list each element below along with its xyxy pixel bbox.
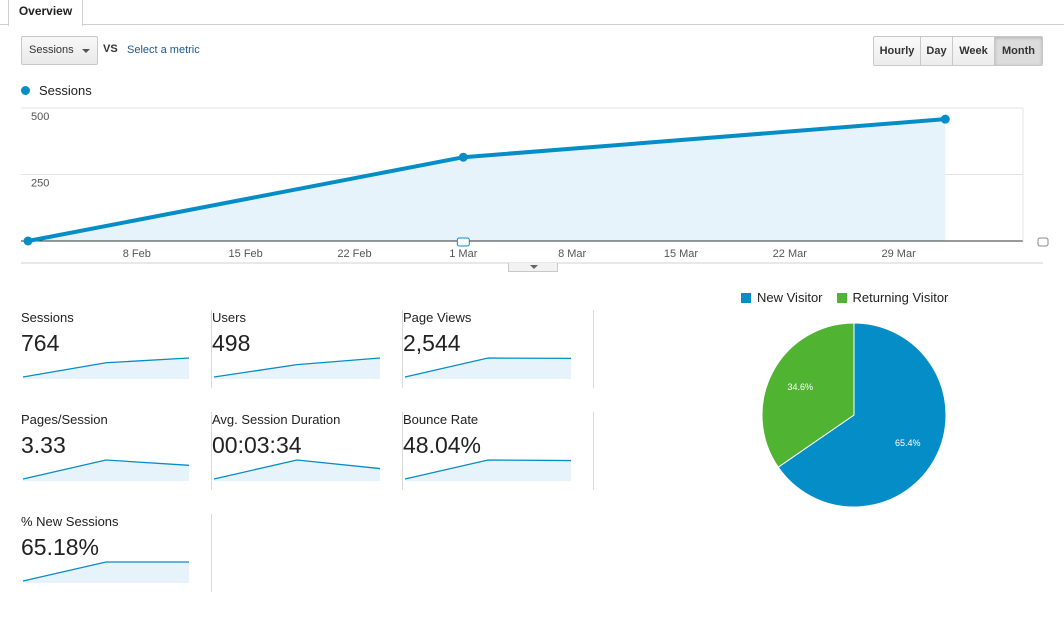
sparkline [404, 459, 572, 481]
period-week-button[interactable]: Week [953, 37, 995, 65]
chevron-down-icon [530, 265, 538, 269]
pie-legend-new-visitor[interactable]: New Visitor [741, 290, 823, 305]
sparkline [22, 459, 190, 481]
period-day-button[interactable]: Day [921, 37, 953, 65]
sparkline-line [22, 357, 190, 378]
sparkline [213, 357, 381, 379]
chart-legend: Sessions [21, 83, 92, 98]
x-tick-label: 15 Feb [229, 248, 263, 260]
x-tick-label: 1 Mar [449, 248, 477, 260]
legend-swatch-icon [741, 293, 751, 303]
data-point [940, 114, 950, 124]
sparkline-fill [405, 460, 571, 481]
pie-legend-label: Returning Visitor [852, 290, 949, 305]
x-tick-label: 8 Mar [558, 248, 586, 260]
metric-select[interactable]: Sessions [21, 36, 98, 65]
x-tick-label: 15 Mar [664, 248, 699, 260]
series-dot-icon [21, 86, 30, 95]
legend-swatch-icon [836, 293, 847, 303]
metric-label: % New Sessions [21, 514, 119, 529]
sparkline [213, 459, 381, 481]
sparkline-line [22, 459, 190, 480]
sparkline-line [404, 357, 572, 378]
metric-tile-bounce-rate: Bounce Rate 48.04% [403, 412, 594, 490]
metric-label: Users [212, 310, 246, 325]
sparkline-fill [214, 358, 380, 379]
metric-tile-new-sessions: % New Sessions 65.18% [21, 514, 212, 592]
pie-slice-label: 34.6% [787, 382, 813, 392]
pie-slice-label: 65.4% [895, 438, 921, 448]
x-tick-label: 8 Feb [123, 248, 151, 260]
area-fill [28, 119, 946, 241]
period-hourly-button[interactable]: Hourly [874, 37, 921, 65]
period-selector: Hourly Day Week Month [873, 36, 1043, 66]
visitor-pie-chart: 65.4% 34.6% [761, 322, 947, 508]
data-point [458, 152, 468, 162]
metric-value: 498 [212, 330, 251, 356]
y-tick-label: 500 [31, 111, 49, 123]
sparkline [404, 357, 572, 379]
pie-legend-returning-visitor[interactable]: Returning Visitor [836, 290, 949, 305]
pie-slice [761, 322, 855, 468]
metric-value: 00:03:34 [212, 432, 302, 458]
x-tick-label: 22 Mar [773, 248, 808, 260]
metric-label: Sessions [21, 310, 74, 325]
sparkline [22, 357, 190, 379]
sparkline-line [22, 561, 189, 582]
metric-value: 3.33 [21, 432, 66, 458]
metric-label: Page Views [403, 310, 472, 325]
metric-value: 65.18% [21, 534, 100, 560]
sparkline [22, 561, 189, 583]
metric-select-value: Sessions [29, 44, 74, 56]
sparkline-line [213, 459, 381, 480]
pie-slice [777, 322, 947, 508]
sparkline-fill [23, 562, 189, 583]
y-tick-label: 250 [31, 178, 49, 190]
x-tick-label: 22 Feb [337, 248, 371, 260]
sparkline-fill [23, 358, 189, 379]
tab-bar: Overview [0, 0, 1064, 26]
metric-tile-pages-per-session: Pages/Session 3.33 [21, 412, 212, 490]
metric-value: 764 [21, 330, 60, 356]
period-month-button[interactable]: Month [995, 37, 1042, 65]
data-point [23, 236, 33, 246]
sparkline-line [404, 459, 572, 480]
metric-tile-avg-session-duration: Avg. Session Duration 00:03:34 [212, 412, 403, 490]
sparkline-fill [405, 358, 571, 379]
metric-tile-page-views: Page Views 2,544 [403, 310, 594, 388]
sparkline-fill [23, 460, 189, 481]
metric-label: Avg. Session Duration [212, 412, 341, 427]
pie-legend-label: New Visitor [757, 290, 823, 305]
annotation-icon [1037, 237, 1049, 247]
metric-tile-sessions: Sessions 764 [21, 310, 212, 388]
vs-label: VS [103, 43, 118, 55]
chevron-down-icon [82, 49, 90, 53]
annotation-icon [456, 237, 470, 247]
metric-value: 48.04% [403, 432, 482, 458]
select-metric-link[interactable]: Select a metric [127, 44, 200, 56]
x-tick-label: 29 Mar [882, 248, 917, 260]
legend-series-label: Sessions [39, 83, 92, 98]
metric-label: Pages/Session [21, 412, 108, 427]
chart-collapse-handle[interactable] [508, 263, 558, 272]
tab-overview[interactable]: Overview [8, 0, 83, 26]
metric-tile-users: Users 498 [212, 310, 403, 388]
sparkline-line [213, 357, 381, 378]
sessions-line-chart: 500 250 8 Feb 15 Feb 22 Feb 1 Mar 8 Mar 15 Mar 2… [21, 107, 1049, 264]
pie-legend: New Visitor Returning Visitor [741, 290, 948, 305]
metric-value: 2,544 [403, 330, 461, 356]
sparkline-fill [214, 460, 380, 481]
metric-label: Bounce Rate [403, 412, 479, 427]
